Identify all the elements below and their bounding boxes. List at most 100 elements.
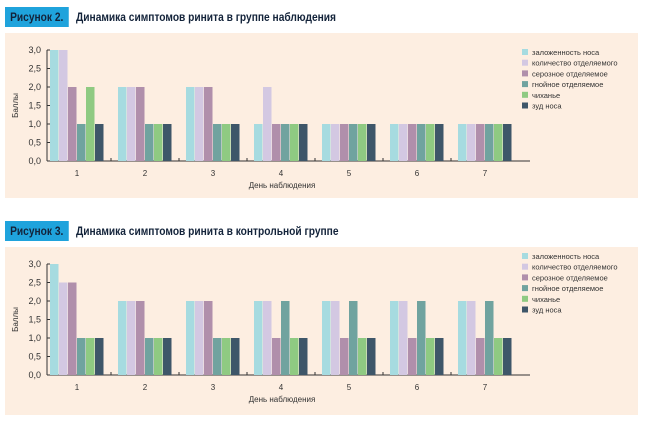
bar-5-day-6	[426, 338, 435, 375]
bar-6-day-5	[367, 338, 376, 375]
legend-swatch	[522, 59, 528, 66]
x-tick-label: 3	[211, 169, 216, 178]
bar-6-day-1	[95, 338, 104, 375]
y-tick-label: 2,0	[28, 296, 41, 306]
bar-4-day-1	[77, 124, 86, 161]
bar-6-day-7	[503, 124, 512, 161]
bar-4-day-7	[485, 301, 494, 375]
bar-6-day-4	[299, 124, 308, 161]
bar-4-day-1	[77, 338, 86, 375]
legend-swatch	[522, 102, 528, 109]
legend-label: гнойное отделяемое	[532, 284, 603, 293]
legend-label: зуд носа	[532, 306, 562, 315]
bar-1-day-2	[118, 301, 127, 375]
bar-3-day-1	[68, 87, 77, 161]
bar-6-day-6	[435, 124, 444, 161]
bar-4-day-7	[485, 124, 494, 161]
x-tick-label: 3	[211, 383, 216, 392]
bar-1-day-3	[186, 301, 195, 375]
bar-5-day-3	[222, 338, 231, 375]
bar-6-day-4	[299, 338, 308, 375]
legend-label: зуд носа	[532, 102, 562, 111]
y-tick-label: 1,5	[28, 315, 41, 325]
legend-swatch	[522, 70, 528, 77]
y-tick-label: 0,5	[28, 352, 41, 362]
bar-4-day-2	[145, 338, 154, 375]
bar-2-day-1	[59, 282, 68, 375]
y-tick-label: 0,5	[28, 138, 41, 148]
bar-1-day-1	[50, 264, 59, 375]
bar-3-day-4	[272, 124, 281, 161]
bar-4-day-3	[213, 124, 222, 161]
bar-chart: 0,0 0,5 1,0 1,5 2,0 2,5 3,0 Баллы 1 2 3 4 5 6 7 День на…	[11, 252, 618, 404]
bar-2-day-3	[195, 87, 204, 161]
figure-label: Рисунок 3.	[5, 221, 69, 241]
bar-3-day-5	[340, 124, 349, 161]
x-tick-label: 7	[483, 383, 488, 392]
bar-3-day-6	[408, 338, 417, 375]
bar-chart: 0,0 0,5 1,0 1,5 2,0 2,5 3,0 Баллы 1 2 3 4 5 6 7 День на…	[11, 45, 618, 190]
legend-swatch	[522, 295, 528, 302]
x-tick-label: 7	[483, 169, 488, 178]
bar-4-day-5	[349, 124, 358, 161]
bar-5-day-5	[358, 338, 367, 375]
bar-5-day-1	[86, 87, 95, 161]
legend-label: заложенность носа	[532, 48, 600, 57]
bar-2-day-5	[331, 301, 340, 375]
y-tick-label: 1,0	[28, 119, 41, 129]
bar-5-day-2	[154, 124, 163, 161]
bar-6-day-2	[163, 124, 172, 161]
bar-2-day-6	[399, 301, 408, 375]
legend-swatch	[522, 81, 528, 88]
bar-1-day-4	[254, 124, 263, 161]
bar-1-day-3	[186, 87, 195, 161]
y-tick-label: 1,0	[28, 333, 41, 343]
bar-5-day-6	[426, 124, 435, 161]
bar-5-day-7	[494, 338, 503, 375]
bar-6-day-7	[503, 338, 512, 375]
bar-1-day-4	[254, 301, 263, 375]
figure-header: Рисунок 3. Динамика симптомов ринита в к…	[5, 221, 385, 241]
x-axis-label: День наблюдения	[249, 395, 316, 404]
bar-2-day-5	[331, 124, 340, 161]
bar-3-day-2	[136, 87, 145, 161]
bar-1-day-6	[390, 124, 399, 161]
bar-3-day-5	[340, 338, 349, 375]
bar-5-day-3	[222, 124, 231, 161]
x-tick-label: 4	[279, 169, 284, 178]
x-tick-label: 6	[415, 383, 420, 392]
bar-6-day-3	[231, 124, 240, 161]
bar-6-day-2	[163, 338, 172, 375]
bar-1-day-5	[322, 124, 331, 161]
bar-4-day-6	[417, 301, 426, 375]
legend-label: гнойное отделяемое	[532, 80, 603, 89]
x-tick-label: 6	[415, 169, 420, 178]
bar-5-day-4	[290, 338, 299, 375]
y-tick-label: 2,5	[28, 278, 41, 288]
bar-1-day-7	[458, 124, 467, 161]
legend-label: количество отделяемого	[532, 263, 618, 272]
bar-1-day-1	[50, 50, 59, 161]
bar-3-day-4	[272, 338, 281, 375]
bar-3-day-3	[204, 87, 213, 161]
bar-6-day-5	[367, 124, 376, 161]
legend-swatch	[522, 306, 528, 313]
bar-3-day-7	[476, 124, 485, 161]
bar-6-day-6	[435, 338, 444, 375]
legend-swatch	[522, 263, 528, 270]
y-tick-label: 0,0	[28, 156, 41, 166]
chart-title: Динамика симптомов ринита в контрольной …	[75, 224, 339, 238]
legend-label: чиханье	[532, 295, 560, 304]
bar-5-day-1	[86, 338, 95, 375]
legend-label: количество отделяемого	[532, 59, 618, 68]
bar-5-day-4	[290, 124, 299, 161]
bar-3-day-3	[204, 301, 213, 375]
bar-6-day-3	[231, 338, 240, 375]
bar-4-day-4	[281, 301, 290, 375]
legend-swatch	[522, 253, 528, 259]
x-tick-label: 5	[347, 169, 352, 178]
bar-4-day-6	[417, 124, 426, 161]
legend-label: серозное отделяемое	[532, 273, 608, 282]
y-axis-label: Баллы	[11, 307, 20, 332]
y-axis-label: Баллы	[11, 93, 20, 118]
